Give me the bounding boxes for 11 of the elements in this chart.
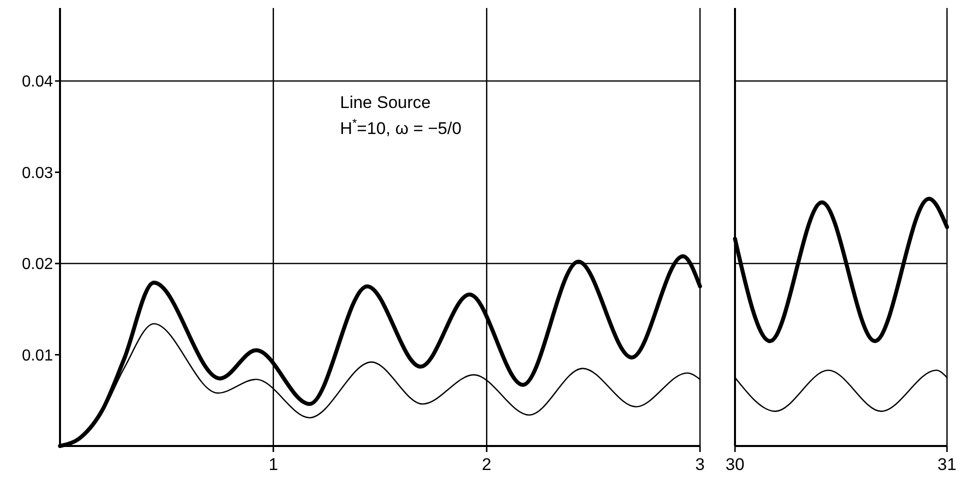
annotation: H$^{*}$=10, ω = −5/0 [340, 116, 462, 138]
y-tick-label: 0.03 [22, 164, 54, 182]
y-tick-label: 0.02 [22, 256, 54, 274]
x-tick-label: 1 [268, 455, 278, 474]
y-tick-label: 0.04 [22, 74, 54, 91]
x-tick-label: 3 [695, 455, 705, 474]
x-tick-label: 2 [482, 455, 492, 474]
x-tick-label: 31 [938, 455, 956, 474]
y-tick-label: 0.01 [22, 347, 54, 364]
x-tick-label: 30 [726, 455, 744, 474]
annotation: Line Source [340, 93, 431, 112]
